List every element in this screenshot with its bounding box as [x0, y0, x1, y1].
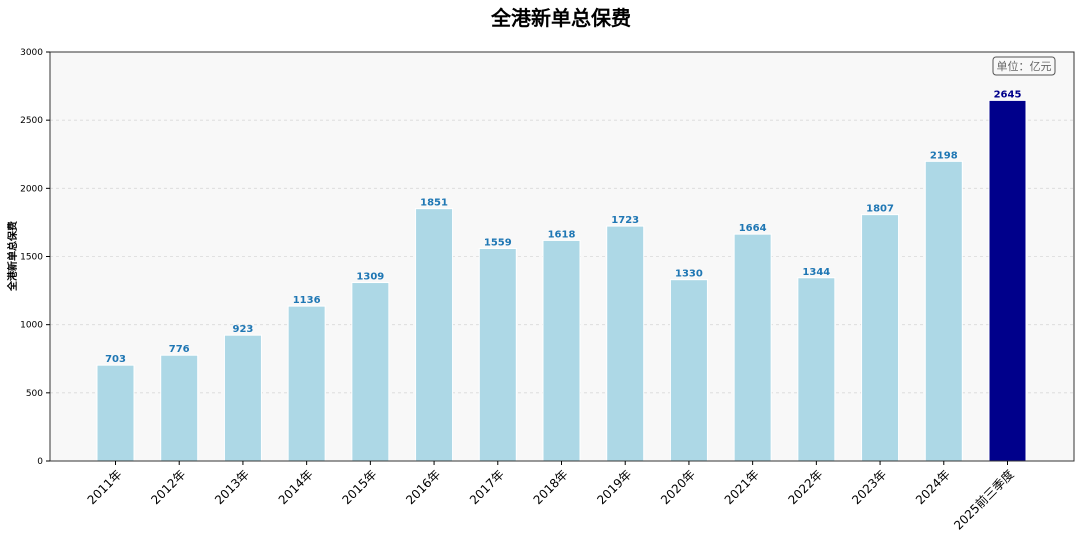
x-tick-label: 2019年 [594, 467, 634, 507]
bar-value-label: 1851 [420, 198, 448, 209]
bar [96, 364, 135, 462]
x-tick-label: 2017年 [467, 467, 507, 507]
unit-note: 单位：亿元 [992, 56, 1056, 76]
bar-value-label: 1807 [866, 204, 894, 215]
x-tick-label: 2012年 [148, 467, 188, 507]
y-tick-label: 1000 [20, 321, 43, 331]
y-tick-label: 2000 [20, 184, 43, 194]
bar-value-label: 1618 [548, 229, 576, 240]
x-tick-label: 2011年 [85, 467, 125, 507]
bars [96, 99, 1027, 462]
bar [160, 354, 199, 462]
bar-value-label: 776 [169, 344, 190, 355]
x-tick-label: 2014年 [276, 467, 316, 507]
y-tick-label: 500 [26, 389, 43, 399]
x-tick-label: 2013年 [212, 467, 252, 507]
bar-value-label: 1344 [802, 267, 830, 278]
bar-value-label: 2198 [930, 150, 958, 161]
x-tick-label: 2022年 [785, 467, 825, 507]
bar-value-label: 703 [105, 354, 126, 365]
bar [287, 305, 326, 462]
bar [223, 334, 262, 462]
bar-value-label: 1330 [675, 269, 703, 280]
x-tick-label: 2020年 [658, 467, 698, 507]
unit-note-text: 单位：亿元 [997, 59, 1052, 73]
bar-value-label: 1559 [484, 237, 512, 248]
value-labels: 703 776 923 1136 1309 1851 1559 1618 1723 1330 166… [105, 89, 1021, 365]
unit-note-box [992, 56, 1056, 76]
x-tick-label: 2016年 [403, 467, 443, 507]
chart-title: 全港新单总保费 [491, 6, 631, 30]
y-axis-ticks: 0 500 1000 1500 2000 2500 3000 [20, 48, 50, 467]
x-tick-label: 2021年 [722, 467, 762, 507]
x-tick-label: 2015年 [339, 467, 379, 507]
x-tick-label: 2023年 [849, 467, 889, 507]
bar [861, 214, 900, 462]
bar [733, 233, 772, 462]
x-tick-label: 2024年 [913, 467, 953, 507]
bar-value-label: 1664 [739, 223, 767, 234]
bar [415, 208, 454, 462]
y-tick-label: 3000 [20, 48, 43, 58]
x-tick-label: 2018年 [531, 467, 571, 507]
y-axis-label: 全港新单总保费 [6, 221, 19, 292]
bar-value-label: 2645 [994, 89, 1022, 100]
y-tick-label: 0 [37, 457, 43, 467]
bar-value-label: 1309 [356, 272, 384, 283]
bar [478, 247, 517, 462]
x-tick-label: 2025前三季度 [950, 467, 1016, 533]
y-tick-label: 2500 [20, 116, 43, 126]
bar-value-label: 923 [232, 324, 253, 335]
bar [542, 239, 581, 462]
bar [606, 225, 645, 462]
bar [988, 99, 1027, 462]
bar-value-label: 1136 [293, 295, 321, 306]
bar [924, 160, 963, 462]
bar [351, 282, 390, 462]
bar-value-label: 1723 [611, 215, 639, 226]
y-tick-label: 1500 [20, 253, 43, 263]
bar [797, 277, 836, 462]
bar [669, 279, 708, 462]
x-axis-ticks: 2011年 2012年 2013年 2014年 2015年 2016年 2017年 2018年… [85, 461, 1017, 533]
